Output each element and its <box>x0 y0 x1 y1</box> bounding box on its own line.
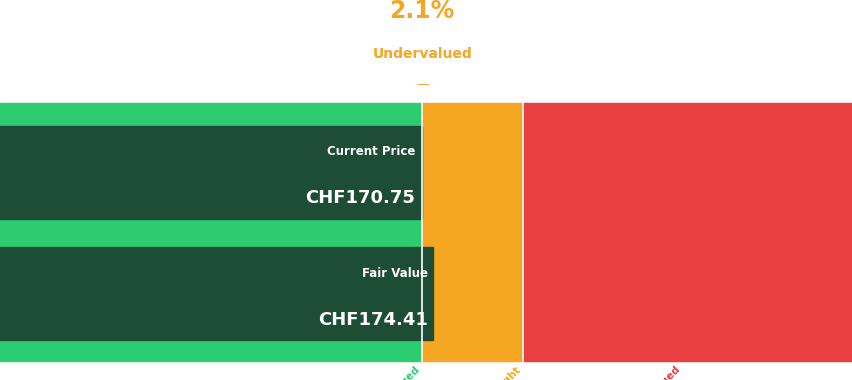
Text: 2.1%: 2.1% <box>389 0 454 23</box>
Text: Current Price: Current Price <box>326 145 415 158</box>
Text: About Right: About Right <box>465 365 522 380</box>
Text: CHF170.75: CHF170.75 <box>305 189 415 207</box>
Text: 20% Undervalued: 20% Undervalued <box>342 365 422 380</box>
Text: Fair Value: Fair Value <box>362 267 428 280</box>
Bar <box>0 103 422 361</box>
Text: —: — <box>416 78 428 91</box>
Text: CHF174.41: CHF174.41 <box>318 311 428 329</box>
Bar <box>422 103 522 361</box>
Text: Undervalued: Undervalued <box>372 47 471 61</box>
Bar <box>0 247 433 340</box>
Bar <box>0 126 422 219</box>
Text: 20% Overvalued: 20% Overvalued <box>607 365 682 380</box>
Bar <box>522 103 852 361</box>
